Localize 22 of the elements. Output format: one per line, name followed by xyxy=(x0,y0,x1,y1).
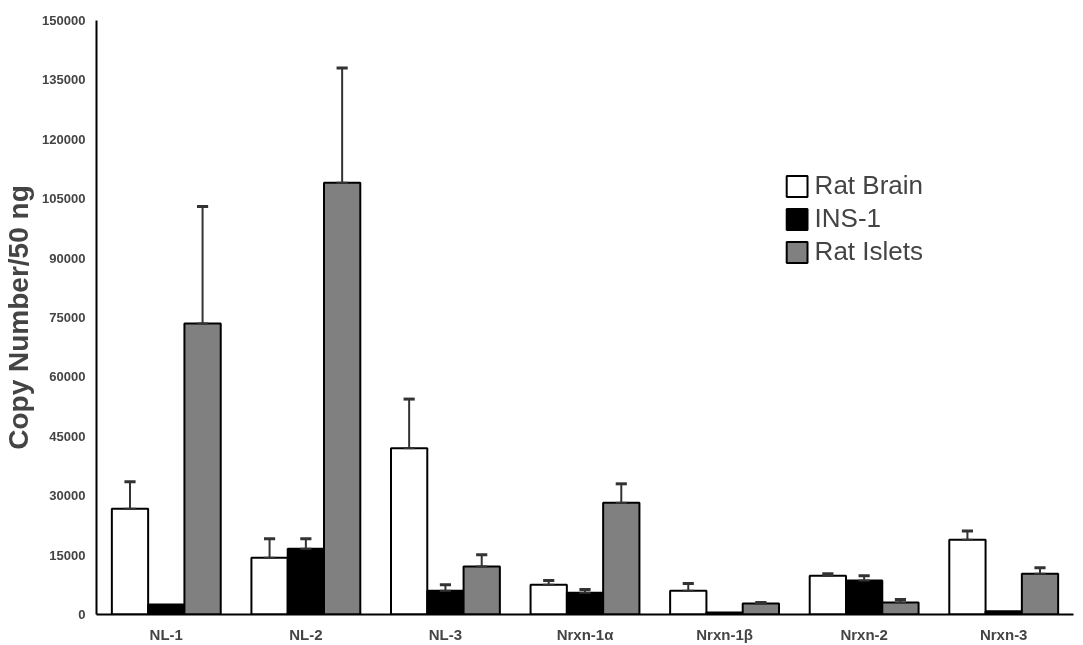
legend-label: Rat Brain xyxy=(814,170,923,201)
x-tick-label: NL-1 xyxy=(149,625,183,643)
y-tick-label: 45000 xyxy=(49,428,86,444)
x-tick-label: Nrxn-1α xyxy=(556,625,615,643)
x-tick-label: NL-2 xyxy=(289,625,323,643)
y-tick-label: 30000 xyxy=(49,488,86,504)
x-tick-label: NL-3 xyxy=(428,625,463,643)
x-tick-label: Nrxn-2 xyxy=(840,625,888,643)
legend-label: INS-1 xyxy=(814,203,882,234)
x-tick-label: Nrxn-1β xyxy=(696,625,753,643)
y-tick-label: 90000 xyxy=(49,250,86,266)
y-axis-title: Copy Number/50 ng xyxy=(3,185,35,450)
y-tick-label: 135000 xyxy=(42,72,86,88)
legend-label: Rat Islets xyxy=(814,236,923,267)
y-tick-label: 150000 xyxy=(42,13,86,28)
y-tick-label: 0 xyxy=(78,607,86,622)
y-tick-label: 75000 xyxy=(49,310,86,325)
x-tick-label: Nrxn-3 xyxy=(979,625,1028,643)
y-tick-label: 105000 xyxy=(42,191,86,207)
y-tick-label: 120000 xyxy=(42,131,86,147)
y-tick-label: 15000 xyxy=(49,547,86,563)
y-tick-label: 60000 xyxy=(49,369,86,385)
